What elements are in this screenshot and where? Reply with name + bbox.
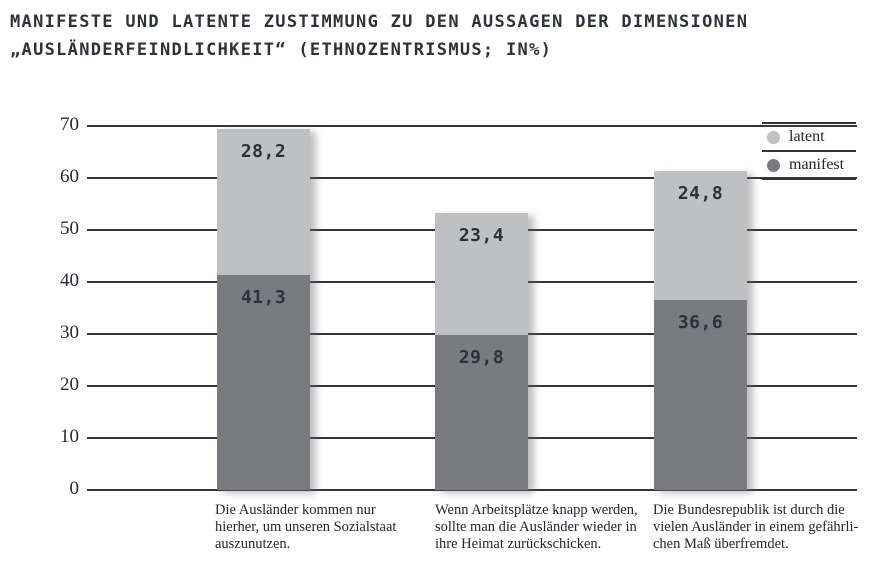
bar-segment-manifest: 41,3 bbox=[217, 275, 310, 490]
legend-item-latent: latent bbox=[762, 124, 856, 152]
bar-value-label-manifest: 36,6 bbox=[677, 311, 724, 333]
bar-segment-latent: 23,4 bbox=[435, 213, 528, 336]
legend-item-manifest: manifest bbox=[762, 152, 856, 180]
x-axis-category-label-1: Die Ausländer kommen nur hierher, um uns… bbox=[215, 502, 397, 552]
bar-stack-3: 24,8 36,6 bbox=[654, 170, 747, 490]
bar-value-label-latent: 28,2 bbox=[240, 140, 287, 162]
bar-stack-2: 23,4 29,8 bbox=[435, 213, 528, 490]
legend-latent-swatch-icon bbox=[767, 130, 780, 144]
gridline-70 bbox=[87, 125, 857, 127]
bar-segment-manifest: 36,6 bbox=[654, 299, 747, 490]
legend-manifest-swatch-icon bbox=[767, 158, 780, 172]
bar-value-label-latent: 24,8 bbox=[677, 182, 724, 204]
bar-value-label-latent: 23,4 bbox=[458, 225, 505, 247]
gridline-60 bbox=[87, 177, 857, 179]
bar-segment-manifest: 29,8 bbox=[435, 335, 528, 490]
chart-title: MANIFESTE UND LATENTE ZUSTIMMUNG ZU DEN … bbox=[10, 8, 748, 64]
chart-title-line-1: MANIFESTE UND LATENTE ZUSTIMMUNG ZU DEN … bbox=[10, 12, 749, 32]
y-axis-tick-40: 40 bbox=[60, 270, 79, 291]
y-axis-tick-0: 0 bbox=[69, 478, 80, 499]
gridline-0 bbox=[87, 489, 857, 491]
y-axis-tick-10: 10 bbox=[60, 426, 79, 447]
bar-segment-latent: 28,2 bbox=[217, 128, 310, 276]
y-axis-tick-50: 50 bbox=[60, 218, 79, 239]
x-axis-category-label-3: Die Bundesrepublik ist durch die vielen … bbox=[653, 502, 859, 552]
bar-segment-latent: 24,8 bbox=[654, 170, 747, 300]
legend: latent manifest bbox=[762, 122, 856, 180]
bar-value-label-manifest: 29,8 bbox=[458, 347, 505, 369]
chart-title-line-2: „AUSLÄNDERFEINDLICHKEIT“ (ETHNOZENTRISMU… bbox=[10, 40, 553, 60]
y-axis-tick-30: 30 bbox=[60, 322, 79, 343]
plot-area: 0 10 20 30 40 50 60 70 28,2 41,3 23,4 29,8 24,8 36,6 bbox=[60, 114, 857, 499]
legend-item-label: manifest bbox=[789, 156, 845, 173]
x-axis-category-label-2: Wenn Arbeitsplätze knapp werden, sollte … bbox=[435, 502, 638, 552]
bar-value-label-manifest: 41,3 bbox=[240, 287, 287, 309]
legend-item-label: latent bbox=[789, 128, 825, 145]
y-axis-tick-20: 20 bbox=[60, 374, 79, 395]
y-axis-tick-60: 60 bbox=[60, 166, 79, 187]
y-axis-tick-70: 70 bbox=[60, 114, 79, 135]
bar-stack-1: 28,2 41,3 bbox=[217, 128, 310, 490]
